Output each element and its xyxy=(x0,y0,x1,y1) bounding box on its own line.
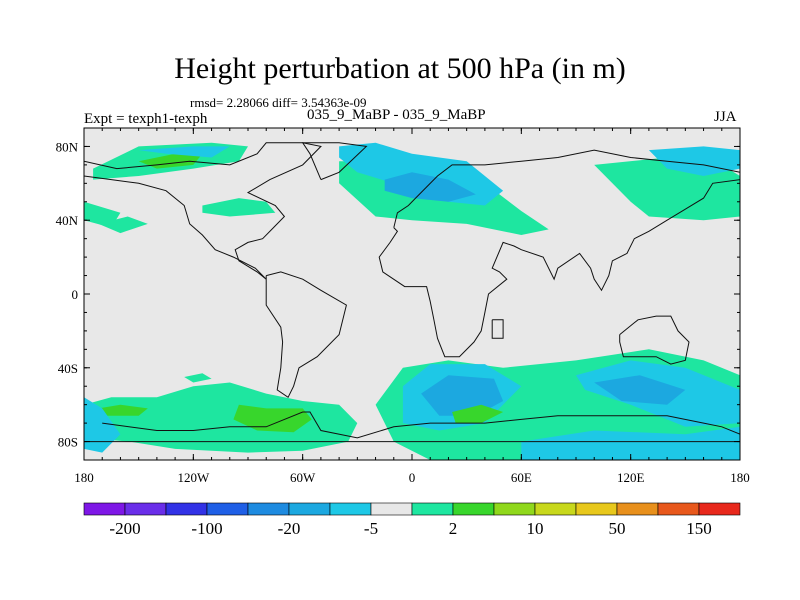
y-tick-label: 40N xyxy=(56,213,79,228)
colorbar-swatch-13 xyxy=(616,502,659,516)
coastline-6 xyxy=(102,411,740,439)
colorbar-swatch-10 xyxy=(493,502,536,516)
x-tick-label: 120E xyxy=(617,470,645,485)
colorbar-swatch-14 xyxy=(657,502,700,516)
colorbar-swatch-8 xyxy=(411,502,454,516)
colorbar-swatch-4 xyxy=(247,502,290,516)
contour-region-21 xyxy=(452,404,504,424)
coastline-5 xyxy=(491,319,504,339)
colorbar-swatch-11 xyxy=(534,502,577,516)
x-tick-label: 0 xyxy=(409,470,416,485)
coastline-layer xyxy=(84,142,740,443)
contour-region-22 xyxy=(84,397,121,453)
colorbar-label: -100 xyxy=(191,519,222,538)
colorbar-swatch-2 xyxy=(165,502,208,516)
colorbar-swatch-15 xyxy=(698,502,741,516)
coastline-0 xyxy=(84,142,322,280)
x-tick-label: 60W xyxy=(290,470,316,485)
chart-title: Height perturbation at 500 hPa (in m) xyxy=(174,52,626,85)
axes-layer: 180 120W 60W 0 60E 120E 180 80N 40N 0 40S 80S xyxy=(56,127,750,485)
contour-region-20 xyxy=(521,426,740,460)
y-tick-label: 0 xyxy=(72,287,79,302)
contour-region-3 xyxy=(184,373,212,383)
colorbar-swatch-5 xyxy=(288,502,331,516)
contour-region-8 xyxy=(202,198,276,217)
colorbar-swatch-6 xyxy=(329,502,372,516)
y-tick-label: 80S xyxy=(58,435,78,450)
contour-region-9 xyxy=(98,216,148,234)
colorbar-label: 2 xyxy=(449,519,458,538)
stats-label: rmsd= 2.28066 diff= 3.54363e-09 xyxy=(190,95,367,110)
colorbar-label: 50 xyxy=(609,519,626,538)
season-label: JJA xyxy=(714,109,737,125)
colorbar-label: 10 xyxy=(527,519,544,538)
contour-region-19 xyxy=(594,375,686,405)
y-tick-label: 40S xyxy=(58,361,78,376)
colorbar-swatch-3 xyxy=(206,502,249,516)
x-tick-label: 180 xyxy=(730,470,750,485)
colorbar-label: 150 xyxy=(686,519,712,538)
x-tick-label: 120W xyxy=(177,470,210,485)
coastline-3 xyxy=(378,149,740,358)
contour-region-12 xyxy=(384,172,476,202)
contour-region-1 xyxy=(98,404,148,416)
colorbar-swatch-9 xyxy=(452,502,495,516)
x-tick-label: 60E xyxy=(511,470,532,485)
coastline-1 xyxy=(265,271,347,399)
colorbar-swatch-12 xyxy=(575,502,618,516)
experiment-label: Expt = texph1-texph xyxy=(84,111,208,127)
colorbar-swatch-7 xyxy=(370,502,413,516)
colorbar-swatch-1 xyxy=(124,502,167,516)
contour-region-0 xyxy=(84,382,358,453)
colorbar: -200 -100 -20 -5 2 10 50 150 xyxy=(83,502,741,538)
map-fill-layer xyxy=(84,128,740,460)
colorbar-label: -200 xyxy=(109,519,140,538)
y-tick-label: 80N xyxy=(56,139,79,154)
contour-region-2 xyxy=(233,404,312,433)
x-tick-label: 180 xyxy=(74,470,94,485)
colorbar-label: -5 xyxy=(364,519,378,538)
colorbar-label: -20 xyxy=(278,519,301,538)
contour-region-6 xyxy=(138,146,230,158)
case-label: 035_9_MaBP - 035_9_MaBP xyxy=(307,107,486,123)
coastline-2 xyxy=(301,142,368,181)
contour-region-14 xyxy=(648,146,740,176)
colorbar-swatch-0 xyxy=(83,502,126,516)
coastline-4 xyxy=(619,315,690,365)
